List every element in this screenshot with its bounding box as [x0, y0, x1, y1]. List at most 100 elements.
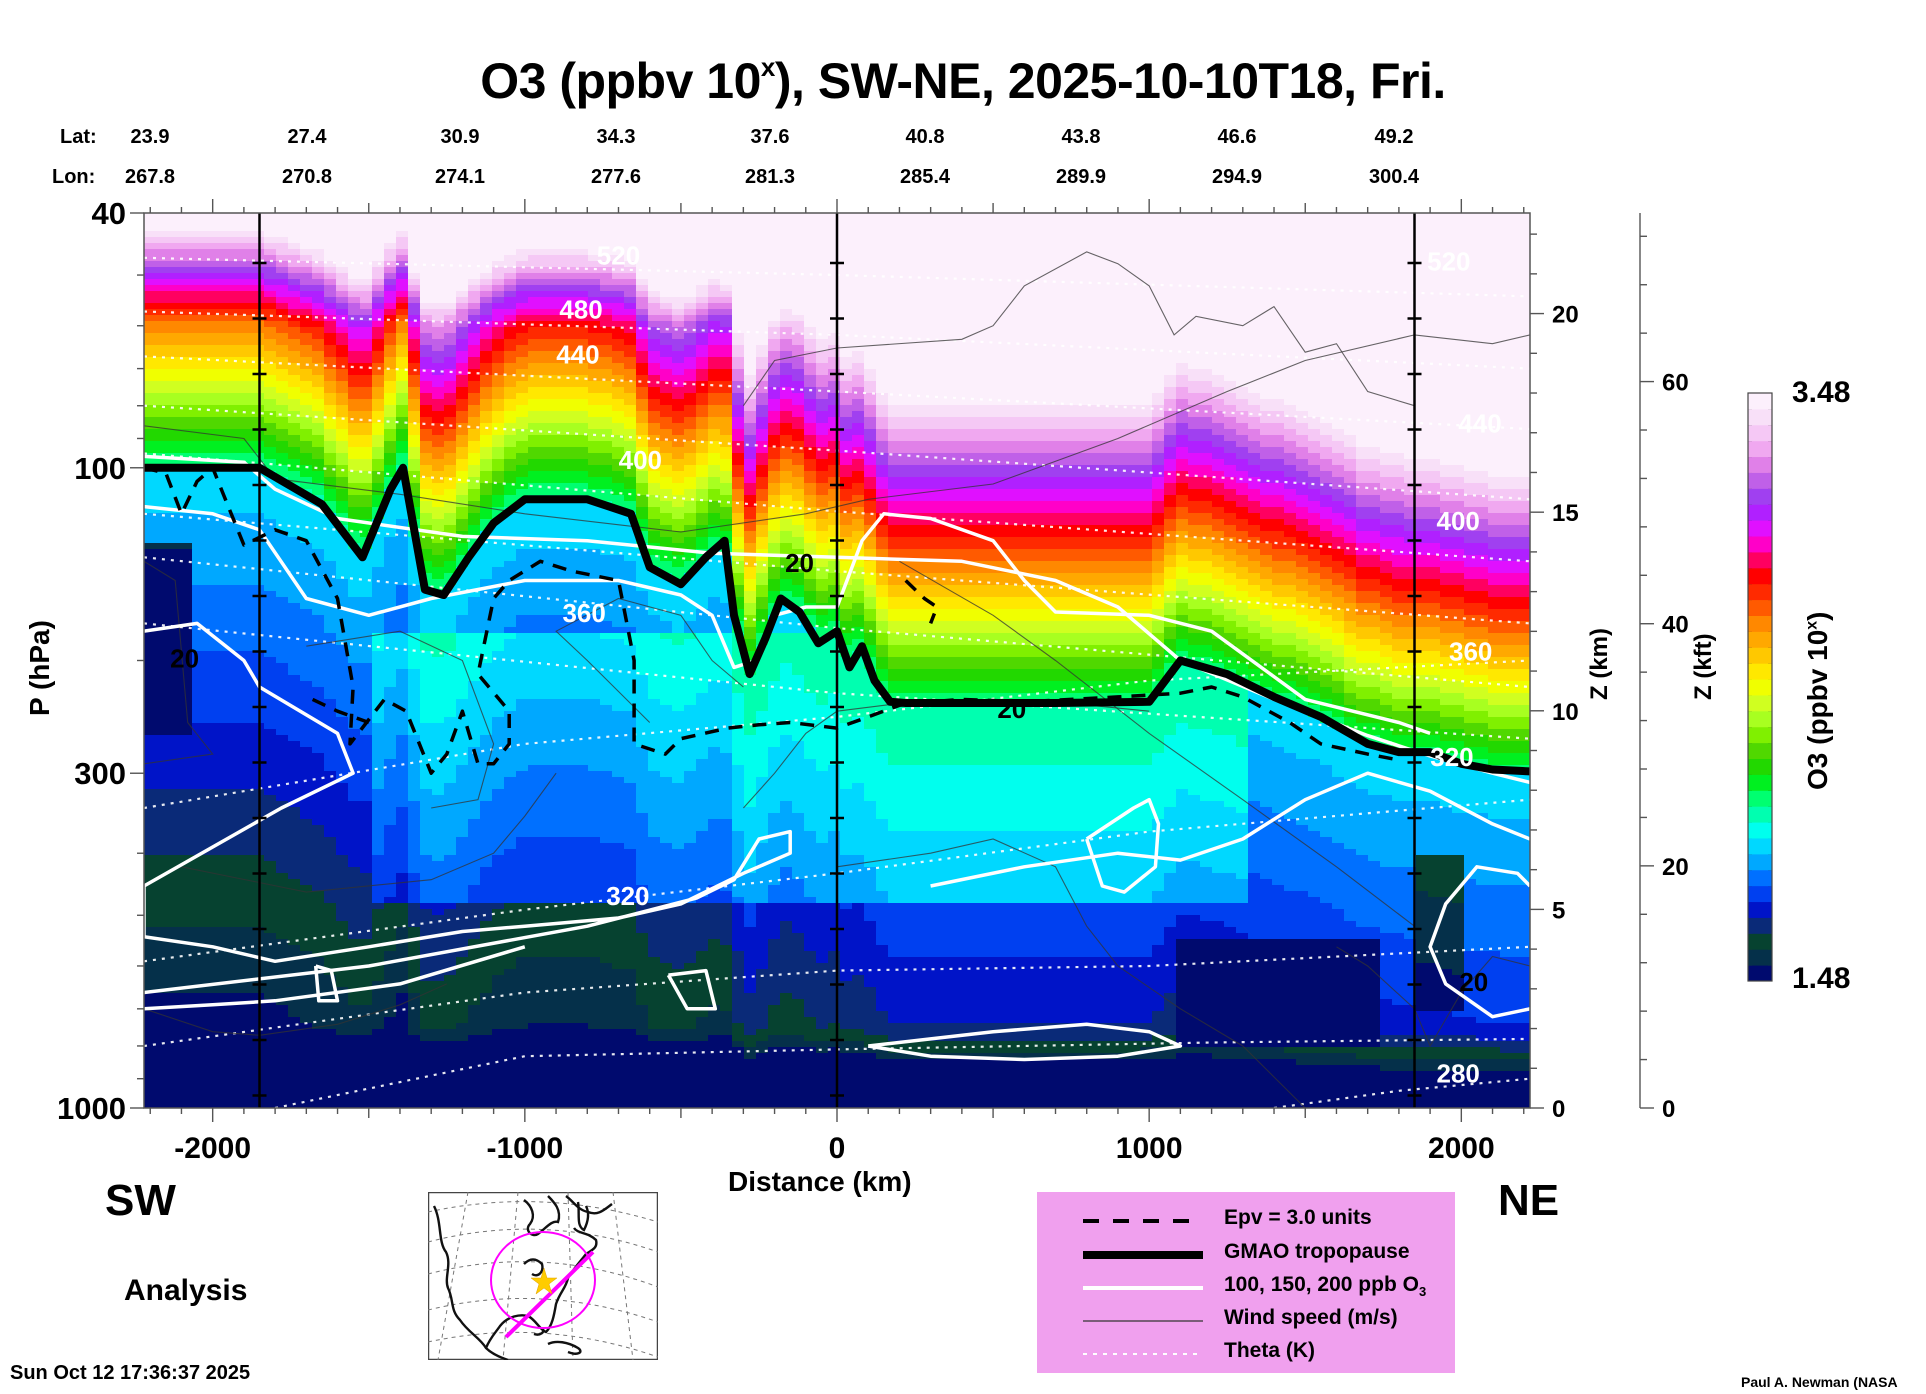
ozone-cell — [228, 1005, 241, 1012]
ozone-cell — [324, 219, 337, 226]
ozone-cell — [216, 921, 229, 928]
ozone-cell — [228, 723, 241, 730]
ozone-cell — [492, 567, 505, 574]
ozone-cell — [492, 705, 505, 712]
ozone-cell — [348, 429, 361, 436]
ozone-cell — [516, 807, 529, 814]
ozone-cell — [432, 405, 445, 412]
ozone-cell — [372, 453, 385, 460]
ozone-cell — [324, 225, 337, 232]
ozone-cell — [180, 897, 193, 904]
ozone-cell — [384, 957, 397, 964]
ozone-cell — [492, 1101, 505, 1108]
ozone-cell — [504, 963, 517, 970]
ozone-cell — [384, 405, 397, 412]
ozone-cell — [336, 543, 349, 550]
ozone-cell — [192, 483, 205, 490]
ozone-cell — [444, 219, 457, 226]
ozone-cell — [312, 1077, 325, 1084]
ozone-cell — [444, 1101, 457, 1108]
ozone-cell — [216, 1059, 229, 1066]
ozone-cell — [384, 321, 397, 328]
ozone-cell — [324, 1083, 337, 1090]
ozone-cell — [276, 1011, 289, 1018]
ozone-cell — [228, 933, 241, 940]
ozone-cell — [360, 711, 373, 718]
ozone-cell — [492, 873, 505, 880]
ozone-cell — [480, 663, 493, 670]
ozone-cell — [444, 471, 457, 478]
ozone-cell — [408, 855, 421, 862]
ozone-cell — [192, 699, 205, 706]
ozone-cell — [480, 321, 493, 328]
ozone-cell — [192, 957, 205, 964]
ozone-cell — [300, 477, 313, 484]
ozone-cell — [348, 435, 361, 442]
ozone-cell — [360, 597, 373, 604]
ozone-cell — [432, 735, 445, 742]
ozone-cell — [348, 267, 361, 274]
ozone-cell — [456, 891, 469, 898]
ozone-cell — [276, 549, 289, 556]
ozone-cell — [468, 1053, 481, 1060]
ozone-cell — [288, 339, 301, 346]
ozone-cell — [312, 525, 325, 532]
ozone-cell — [504, 921, 517, 928]
ozone-cell — [444, 357, 457, 364]
ozone-cell — [156, 939, 169, 946]
ozone-cell — [300, 225, 313, 232]
ozone-cell — [372, 747, 385, 754]
ozone-cell — [144, 333, 157, 340]
ozone-cell — [360, 951, 373, 958]
ozone-cell — [156, 681, 169, 688]
ozone-cell — [468, 939, 481, 946]
ozone-cell — [288, 663, 301, 670]
ozone-cell — [504, 795, 517, 802]
ozone-cell — [180, 993, 193, 1000]
ozone-cell — [432, 699, 445, 706]
ozone-cell — [288, 1041, 301, 1048]
ozone-cell — [264, 489, 277, 496]
ozone-cell — [468, 603, 481, 610]
ozone-cell — [312, 693, 325, 700]
ozone-cell — [420, 567, 433, 574]
ozone-cell — [156, 1083, 169, 1090]
ozone-cell — [360, 861, 373, 868]
ozone-cell — [396, 393, 409, 400]
ozone-cell — [468, 795, 481, 802]
ozone-cell — [324, 813, 337, 820]
ozone-cell — [468, 693, 481, 700]
ozone-cell — [276, 537, 289, 544]
ozone-cell — [216, 831, 229, 838]
ozone-cell — [144, 357, 157, 364]
ozone-cell — [204, 1005, 217, 1012]
ozone-cell — [240, 609, 253, 616]
ozone-cell — [384, 477, 397, 484]
ozone-cell — [372, 1017, 385, 1024]
ozone-cell — [168, 351, 181, 358]
ozone-cell — [372, 321, 385, 328]
ozone-cell — [456, 771, 469, 778]
ozone-cell — [516, 777, 529, 784]
ozone-cell — [468, 813, 481, 820]
ozone-cell — [204, 735, 217, 742]
ozone-cell — [264, 657, 277, 664]
ozone-cell — [444, 267, 457, 274]
ozone-cell — [456, 1023, 469, 1030]
ozone-cell — [336, 231, 349, 238]
ozone-cell — [264, 753, 277, 760]
ozone-cell — [324, 459, 337, 466]
ozone-cell — [372, 873, 385, 880]
ozone-cell — [240, 1035, 253, 1042]
ozone-cell — [348, 933, 361, 940]
ozone-cell — [516, 651, 529, 658]
ozone-cell — [480, 1047, 493, 1054]
ozone-cell — [504, 357, 517, 364]
ozone-cell — [348, 699, 361, 706]
ozone-cell — [180, 231, 193, 238]
ozone-cell — [348, 225, 361, 232]
ozone-cell — [372, 291, 385, 298]
ozone-cell — [384, 663, 397, 670]
ozone-cell — [444, 513, 457, 520]
ozone-cell — [216, 507, 229, 514]
